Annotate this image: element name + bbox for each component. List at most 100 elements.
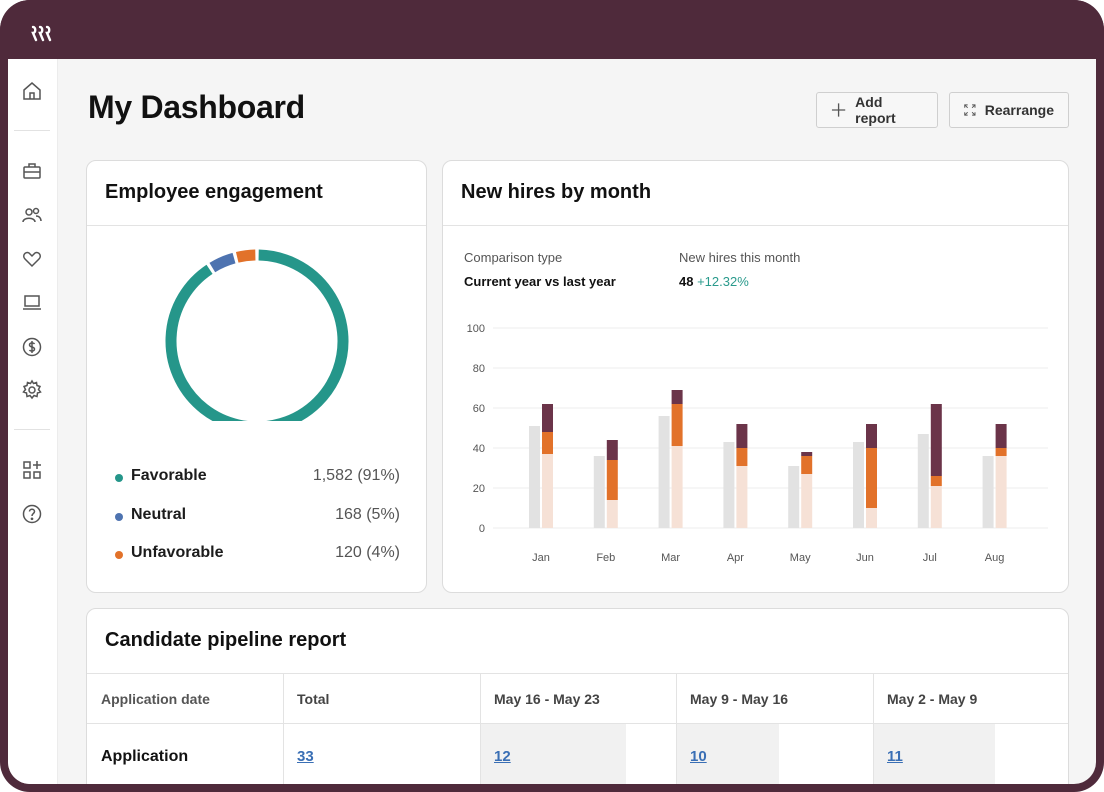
- help-icon[interactable]: [21, 503, 43, 525]
- bar-current-mid[interactable]: [606, 460, 618, 500]
- bar-current-top[interactable]: [801, 452, 813, 456]
- top-bar: [0, 0, 1104, 59]
- table-row-divider: [87, 723, 1068, 724]
- bar-current-mid[interactable]: [866, 448, 877, 508]
- new-hires-card: New hires by month Comparison type Curre…: [442, 160, 1069, 593]
- bar-last-year[interactable]: [723, 442, 735, 528]
- card-divider: [443, 225, 1068, 226]
- bar-current-base[interactable]: [606, 500, 618, 528]
- bar-current-mid[interactable]: [995, 448, 1007, 456]
- card-divider: [87, 225, 426, 226]
- bar-last-year[interactable]: [853, 442, 864, 528]
- main-screen: My Dashboard Add report Rearrange Employ…: [8, 59, 1096, 784]
- legend-value: 1,582 (91%): [312, 467, 400, 484]
- week-count-link[interactable]: 11: [887, 748, 903, 765]
- bar-current-base[interactable]: [995, 456, 1007, 528]
- comparison-type-value[interactable]: Current year vs last year: [464, 274, 616, 289]
- y-tick-label: 60: [473, 403, 485, 415]
- week-count-link[interactable]: 10: [690, 748, 707, 765]
- legend-value: 120 (4%): [335, 544, 400, 561]
- new-hires-month-value: 48 +12.32%: [679, 274, 749, 289]
- home-icon[interactable]: [21, 80, 43, 102]
- donut-segment-unfavorable[interactable]: [235, 249, 256, 263]
- bar-current-base[interactable]: [930, 486, 942, 528]
- bar-last-year[interactable]: [917, 434, 929, 528]
- y-tick-label: 80: [473, 363, 485, 375]
- card-divider: [87, 673, 1068, 674]
- bar-current-mid[interactable]: [736, 448, 748, 466]
- brand-logo-icon[interactable]: [30, 24, 54, 42]
- table-header-week[interactable]: May 2 - May 9: [887, 691, 978, 707]
- bar-current-mid[interactable]: [671, 404, 683, 446]
- bar-current-mid[interactable]: [542, 432, 553, 454]
- new-hires-month-label: New hires this month: [679, 250, 801, 265]
- cell-shade: [481, 724, 626, 784]
- new-hires-count: 48: [679, 274, 694, 289]
- rearrange-button[interactable]: Rearrange: [949, 92, 1069, 128]
- table-row-label: Application: [101, 748, 189, 765]
- table-header-total[interactable]: Total: [297, 691, 330, 707]
- bar-current-top[interactable]: [995, 424, 1007, 448]
- card-title: Candidate pipeline report: [105, 629, 347, 651]
- table-header-week[interactable]: May 9 - May 16: [690, 691, 789, 707]
- new-hires-bar-chart: 0 20 40 60 80 100 Jan Feb Mar Apr May Jun Jul Aug: [467, 323, 1048, 564]
- bar-last-year[interactable]: [788, 466, 800, 528]
- dollar-icon[interactable]: [21, 336, 43, 358]
- gear-icon[interactable]: [21, 379, 43, 401]
- sidebar: [8, 59, 58, 784]
- bar-current-top[interactable]: [866, 424, 877, 448]
- table-col-divider: [873, 673, 874, 784]
- bar-current-top[interactable]: [606, 440, 618, 460]
- new-hires-delta: +12.32%: [697, 274, 749, 289]
- expand-arrows-icon: [964, 104, 976, 116]
- legend-dot: [115, 513, 123, 521]
- bar-current-top[interactable]: [736, 424, 748, 448]
- plus-icon: [831, 103, 846, 117]
- bar-last-year[interactable]: [982, 456, 994, 528]
- week-count-link[interactable]: 12: [494, 748, 511, 765]
- bar-current-mid[interactable]: [801, 456, 813, 474]
- bar-current-top[interactable]: [542, 404, 553, 432]
- donut-segment-favorable[interactable]: [165, 249, 349, 421]
- briefcase-icon[interactable]: [21, 160, 43, 182]
- bar-last-year[interactable]: [529, 426, 540, 528]
- bar-current-base[interactable]: [736, 466, 748, 528]
- page-title: My Dashboard: [88, 89, 305, 125]
- candidate-pipeline-card: Candidate pipeline report Application da…: [86, 608, 1069, 784]
- bar-current-mid[interactable]: [930, 476, 942, 486]
- bar-last-year[interactable]: [593, 456, 605, 528]
- nav-divider: [14, 429, 50, 430]
- table-header-application-date: Application date: [101, 691, 210, 707]
- apps-add-icon[interactable]: [21, 459, 43, 481]
- x-tick-label: Jan: [532, 552, 550, 564]
- legend-item-favorable: Favorable 1,582 (91%): [115, 467, 400, 489]
- card-title: Employee engagement: [105, 181, 323, 203]
- heart-icon[interactable]: [21, 248, 43, 270]
- legend-dot: [115, 551, 123, 559]
- table-header-week[interactable]: May 16 - May 23: [494, 691, 600, 707]
- x-tick-label: Mar: [661, 552, 680, 564]
- comparison-type-label: Comparison type: [464, 250, 563, 265]
- legend-item-neutral: Neutral 168 (5%): [115, 506, 400, 528]
- bar-current-base[interactable]: [671, 446, 683, 528]
- rearrange-label: Rearrange: [984, 102, 1054, 118]
- nav-divider: [14, 130, 50, 131]
- bar-current-base[interactable]: [542, 454, 553, 528]
- bar-current-base[interactable]: [801, 474, 813, 528]
- bar-current-base[interactable]: [866, 508, 877, 528]
- cell-shade: [874, 724, 995, 784]
- table-col-divider: [676, 673, 677, 784]
- bar-current-top[interactable]: [671, 390, 683, 404]
- people-icon[interactable]: [21, 204, 43, 226]
- donut-segment-neutral[interactable]: [209, 252, 236, 273]
- bar-last-year[interactable]: [658, 416, 670, 528]
- table-col-divider: [480, 673, 481, 784]
- engagement-donut-chart: [165, 249, 349, 421]
- legend-item-unfavorable: Unfavorable 120 (4%): [115, 544, 400, 566]
- laptop-icon[interactable]: [21, 292, 43, 314]
- legend-dot: [115, 474, 123, 482]
- bar-current-top[interactable]: [930, 404, 942, 476]
- add-report-button[interactable]: Add report: [816, 92, 938, 128]
- total-link[interactable]: 33: [297, 748, 314, 765]
